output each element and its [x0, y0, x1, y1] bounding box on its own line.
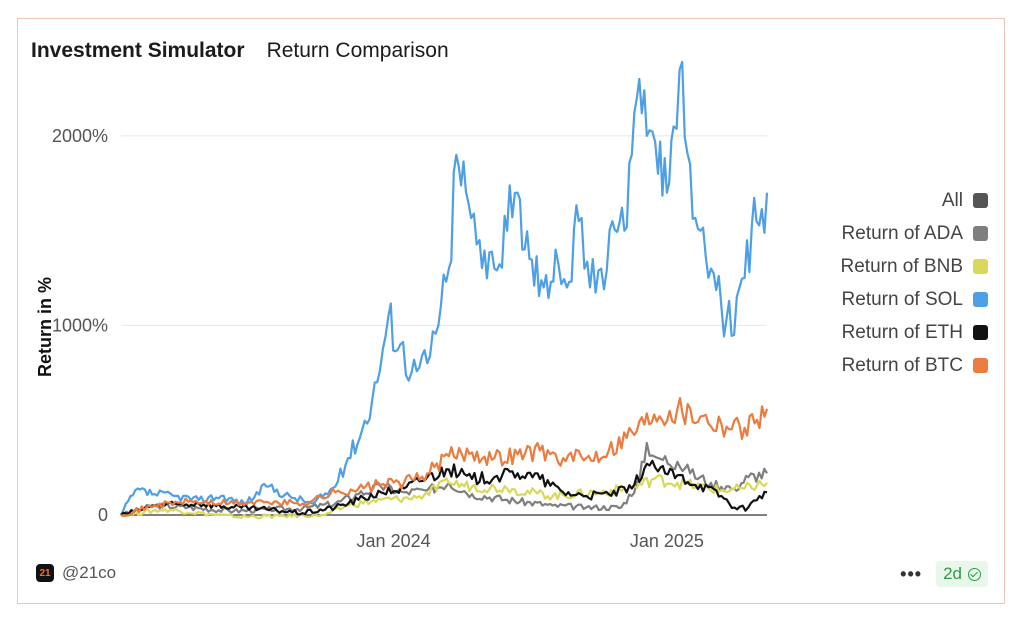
legend-item-all[interactable]: All [841, 184, 988, 217]
series-line-return-of-bnb[interactable] [121, 473, 768, 520]
legend-swatch [973, 292, 988, 307]
series-line-return-of-eth[interactable] [120, 459, 768, 516]
legend-swatch [973, 259, 988, 274]
x-tick-label-1: Jan 2025 [630, 531, 704, 551]
y-tick-label-2: 2000% [52, 126, 108, 146]
legend-item-return-of-sol[interactable]: Return of SOL [841, 283, 988, 316]
chart-title: Return Comparison [266, 39, 449, 62]
app-title: Investment Simulator [31, 39, 245, 62]
x-tick-label-0: Jan 2024 [357, 531, 431, 551]
chart-header: Investment Simulator Return Comparison [31, 39, 449, 63]
freshness-badge[interactable]: 2d [936, 561, 988, 587]
chart-actions: ••• 2d [900, 561, 988, 587]
y-tick-label-1: 1000% [52, 315, 108, 335]
legend-label: Return of BTC [841, 354, 963, 376]
legend-label: Return of ADA [841, 222, 963, 244]
legend-item-return-of-eth[interactable]: Return of ETH [841, 316, 988, 349]
freshness-label: 2d [943, 564, 962, 583]
verified-check-icon [968, 567, 981, 581]
brand-area: 21 @21co [36, 563, 116, 583]
y-axis-label: Return in % [35, 277, 55, 377]
legend-swatch-all [973, 193, 988, 208]
line-chart: 0 1000% 2000% Jan 2024 Jan 2025 Return in % [35, 60, 769, 551]
brand-handle[interactable]: @21co [62, 563, 117, 582]
legend: All Return of ADA Return of BNB Return of … [840, 184, 988, 382]
legend-label: Return of BNB [840, 255, 964, 277]
series-line-return-of-btc[interactable] [120, 397, 769, 518]
legend-swatch [973, 226, 988, 241]
legend-label: Return of ETH [841, 321, 963, 343]
more-options-icon[interactable]: ••• [900, 563, 923, 584]
legend-item-return-of-bnb[interactable]: Return of BNB [840, 250, 988, 283]
chart-card: Investment Simulator Return Comparison 0… [17, 18, 1005, 604]
legend-swatch [973, 358, 988, 373]
legend-item-return-of-ada[interactable]: Return of ADA [841, 217, 988, 250]
series-line-return-of-ada[interactable] [120, 441, 768, 517]
series-line-return-of-sol[interactable] [120, 60, 769, 516]
legend-label: Return of SOL [841, 288, 963, 310]
legend-item-return-of-btc[interactable]: Return of BTC [841, 349, 988, 382]
legend-swatch [973, 325, 988, 340]
legend-label-all: All [941, 189, 963, 211]
y-tick-label-0: 0 [98, 505, 108, 525]
brand-logo-icon: 21 [36, 564, 54, 582]
